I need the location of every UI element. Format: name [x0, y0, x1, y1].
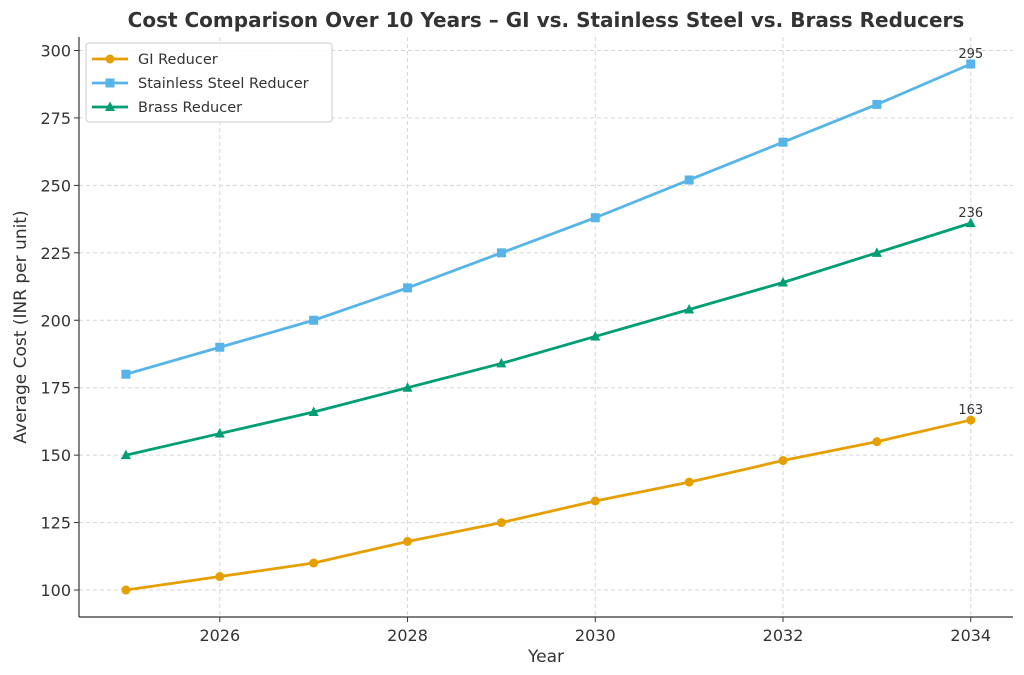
data-point: [590, 496, 600, 506]
legend-box: [85, 42, 333, 123]
data-point: [403, 283, 413, 293]
data-point: [121, 585, 131, 595]
data-label: 163: [958, 403, 983, 418]
legend-marker: [105, 101, 115, 111]
data-point: [308, 406, 319, 416]
data-point: [684, 175, 694, 185]
data-point: [684, 477, 694, 487]
series-line: [125, 418, 972, 592]
data-point: [778, 137, 788, 147]
series-stainless-steel-reducer: [121, 59, 976, 379]
y-tick-label: 200: [40, 311, 71, 330]
legend-label: Stainless Steel Reducer: [138, 76, 309, 92]
data-point: [215, 342, 225, 352]
data-label: 295: [958, 47, 983, 62]
series-line: [125, 221, 972, 457]
data-point: [965, 217, 976, 228]
legend-label: Brass Reducer: [138, 100, 242, 116]
y-tick-label: 225: [40, 244, 71, 263]
data-point: [402, 382, 413, 392]
data-point: [590, 213, 600, 223]
series-brass-reducer: [120, 217, 976, 460]
data-point: [215, 572, 225, 582]
y-tick-label: 275: [40, 109, 71, 128]
x-axis-label: Year: [527, 647, 564, 667]
data-labels: 163 295 236: [958, 47, 983, 418]
data-point: [120, 449, 131, 460]
x-tick-label: 2032: [763, 626, 804, 645]
legend-marker: [105, 78, 115, 88]
y-tick-label: 150: [40, 446, 71, 465]
y-tick-label: 300: [40, 41, 71, 60]
y-tick-label: 175: [40, 379, 71, 398]
grid: [79, 37, 1013, 617]
series: [120, 59, 976, 595]
ticks: 2026 2028 2030 2032 2034 100 125 150 175 200 225 25…: [40, 41, 991, 645]
data-point: [966, 59, 976, 69]
data-point: [309, 315, 319, 325]
data-point: [121, 369, 131, 379]
data-point: [496, 248, 506, 258]
data-point: [496, 357, 507, 368]
x-tick-label: 2030: [575, 626, 616, 645]
data-point: [778, 456, 788, 466]
data-point: [684, 303, 695, 314]
chart-title: Cost Comparison Over 10 Years – GI vs. S…: [128, 8, 965, 32]
data-point: [871, 247, 882, 257]
data-point: [496, 518, 506, 528]
y-tick-label: 250: [40, 176, 71, 195]
data-point: [778, 276, 789, 287]
data-point: [403, 536, 413, 546]
x-tick-label: 2028: [387, 626, 428, 645]
data-point: [309, 558, 319, 568]
series-line: [125, 62, 972, 376]
legend-label: GI Reducer: [138, 52, 218, 68]
data-point: [966, 415, 976, 425]
y-tick-label: 100: [40, 581, 71, 600]
data-point: [872, 437, 882, 447]
y-tick-label: 125: [40, 514, 71, 533]
series-gi-reducer: [121, 415, 976, 595]
data-label: 236: [958, 206, 983, 221]
axes: [78, 37, 1013, 618]
legend-marker: [105, 54, 115, 64]
data-point: [872, 99, 882, 109]
x-tick-label: 2034: [950, 626, 991, 645]
data-point: [590, 330, 601, 341]
data-point: [214, 428, 225, 438]
y-axis-label: Average Cost (INR per unit): [11, 210, 31, 443]
x-tick-label: 2026: [199, 626, 240, 645]
legend: GI Reducer Stainless Steel Reducer Brass R…: [85, 42, 333, 123]
